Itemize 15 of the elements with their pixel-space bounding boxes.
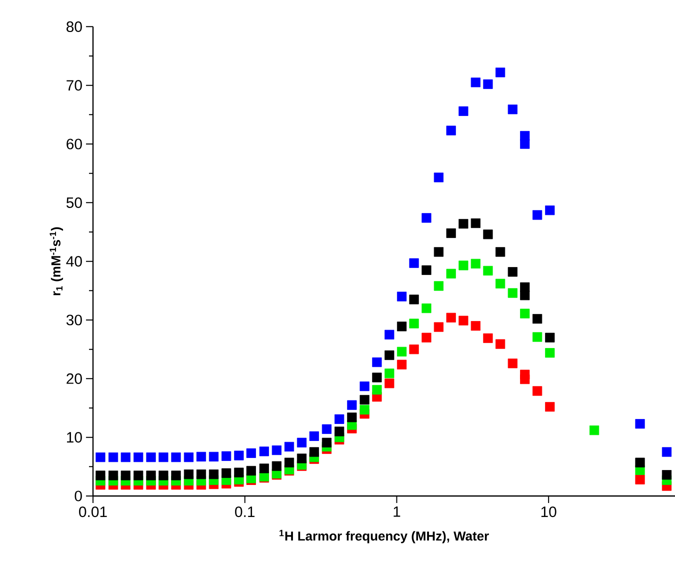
y-tick-label: 0	[74, 490, 82, 502]
x-tick-label: 1	[394, 506, 400, 517]
x-tick-label: 10	[541, 506, 556, 518]
x-tick-label: 0.1	[235, 506, 255, 518]
y-tick-label: 60	[66, 138, 82, 150]
y-tick-label: 30	[66, 314, 82, 326]
y-tick-label: 20	[66, 373, 82, 384]
x-tick-label: 0.01	[79, 506, 107, 518]
x-axis-title: $^{1}$H Larmor frequency (MHz), Water	[280, 530, 489, 544]
y-tick-label: 50	[66, 197, 82, 208]
y-tick-label: 40	[66, 256, 82, 267]
y-axis-title: r$_{1}$ (mM$^{-1}$s$^{-1}$)	[50, 227, 64, 296]
y-tick-label: 10	[67, 432, 82, 443]
y-tick-label: 70	[66, 80, 82, 91]
y-tick-label: 80	[66, 21, 82, 32]
